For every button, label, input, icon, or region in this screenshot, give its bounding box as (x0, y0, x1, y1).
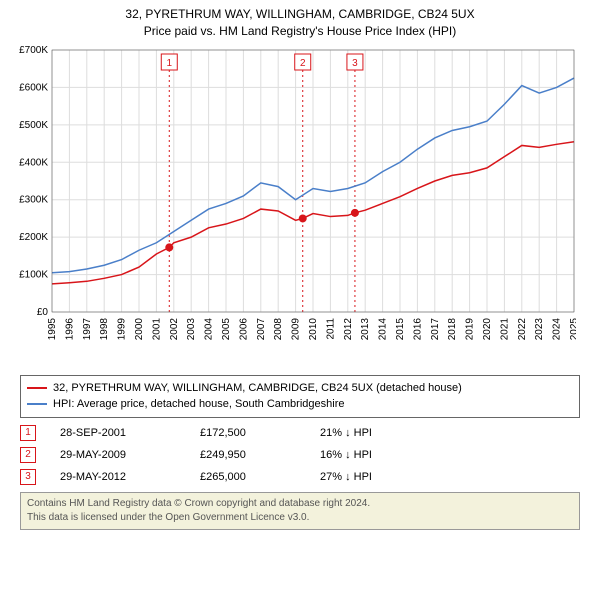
svg-text:2006: 2006 (238, 317, 249, 340)
svg-text:2024: 2024 (552, 317, 563, 340)
license-line-1: Contains HM Land Registry data © Crown c… (27, 497, 573, 511)
svg-text:2001: 2001 (151, 317, 162, 340)
title-line-2: Price paid vs. HM Land Registry's House … (6, 23, 594, 40)
svg-text:£0: £0 (37, 307, 49, 318)
svg-text:2009: 2009 (291, 317, 302, 340)
svg-text:1997: 1997 (82, 317, 93, 340)
legend-swatch (27, 387, 47, 389)
event-badge: 3 (20, 469, 36, 485)
title-block: 32, PYRETHRUM WAY, WILLINGHAM, CAMBRIDGE… (6, 6, 594, 40)
svg-text:2004: 2004 (204, 317, 215, 340)
svg-text:1999: 1999 (117, 317, 128, 340)
event-row: 1 28-SEP-2001£172,50021% ↓ HPI (20, 422, 580, 444)
line-chart-svg: £0 £100K £200K £300K £400K £500K £600K £700K 199… (6, 44, 576, 364)
license-line-2: This data is licensed under the Open Gov… (27, 511, 573, 525)
event-delta: 27% ↓ HPI (320, 471, 440, 483)
svg-text:2017: 2017 (430, 317, 441, 340)
legend-box: 32, PYRETHRUM WAY, WILLINGHAM, CAMBRIDGE… (20, 375, 580, 418)
license-notice: Contains HM Land Registry data © Crown c… (20, 492, 580, 530)
event-delta: 21% ↓ HPI (320, 427, 440, 439)
events-table: 1 28-SEP-2001£172,50021% ↓ HPI 2 29-MAY-200… (20, 422, 580, 488)
event-date: 29-MAY-2009 (60, 449, 200, 461)
svg-text:1: 1 (166, 58, 172, 69)
svg-text:2011: 2011 (325, 317, 336, 339)
event-date: 28-SEP-2001 (60, 427, 200, 439)
event-price: £249,950 (200, 449, 320, 461)
svg-text:2014: 2014 (378, 317, 389, 340)
event-price: £172,500 (200, 427, 320, 439)
svg-text:£600K: £600K (19, 82, 48, 93)
svg-text:2008: 2008 (273, 317, 284, 340)
chart-container: 32, PYRETHRUM WAY, WILLINGHAM, CAMBRIDGE… (0, 0, 600, 590)
svg-text:2000: 2000 (134, 317, 145, 340)
chart-area: £0 £100K £200K £300K £400K £500K £600K £700K 199… (6, 44, 594, 369)
svg-text:£500K: £500K (19, 119, 48, 130)
svg-text:1995: 1995 (47, 317, 58, 340)
svg-text:2025: 2025 (569, 317, 576, 340)
event-badge: 1 (20, 425, 36, 441)
svg-text:2023: 2023 (534, 317, 545, 340)
svg-text:2022: 2022 (517, 317, 528, 340)
event-delta: 16% ↓ HPI (320, 449, 440, 461)
svg-text:2021: 2021 (499, 317, 510, 340)
legend-label: 32, PYRETHRUM WAY, WILLINGHAM, CAMBRIDGE… (53, 380, 462, 397)
svg-text:3: 3 (352, 58, 358, 69)
event-row: 3 29-MAY-2012£265,00027% ↓ HPI (20, 466, 580, 488)
svg-text:2: 2 (300, 58, 306, 69)
svg-text:£700K: £700K (19, 45, 48, 56)
legend-item: 32, PYRETHRUM WAY, WILLINGHAM, CAMBRIDGE… (27, 380, 573, 397)
title-line-1: 32, PYRETHRUM WAY, WILLINGHAM, CAMBRIDGE… (6, 6, 594, 23)
svg-text:£200K: £200K (19, 232, 48, 243)
svg-text:1998: 1998 (99, 317, 110, 340)
svg-text:2020: 2020 (482, 317, 493, 340)
svg-text:2015: 2015 (395, 317, 406, 340)
event-price: £265,000 (200, 471, 320, 483)
svg-text:2012: 2012 (343, 317, 354, 340)
svg-text:2003: 2003 (186, 317, 197, 340)
svg-text:2016: 2016 (412, 317, 423, 340)
svg-text:2019: 2019 (465, 317, 476, 340)
svg-text:2005: 2005 (221, 317, 232, 340)
legend-label: HPI: Average price, detached house, Sout… (53, 396, 344, 413)
svg-text:£300K: £300K (19, 194, 48, 205)
legend-swatch (27, 403, 47, 405)
event-row: 2 29-MAY-2009£249,95016% ↓ HPI (20, 444, 580, 466)
svg-text:2018: 2018 (447, 317, 458, 340)
svg-text:2002: 2002 (169, 317, 180, 340)
svg-text:£400K: £400K (19, 157, 48, 168)
svg-text:1996: 1996 (64, 317, 75, 340)
event-badge: 2 (20, 447, 36, 463)
svg-text:£100K: £100K (19, 269, 48, 280)
event-date: 29-MAY-2012 (60, 471, 200, 483)
svg-text:2007: 2007 (256, 317, 267, 340)
legend-item: HPI: Average price, detached house, Sout… (27, 396, 573, 413)
svg-text:2010: 2010 (308, 317, 319, 340)
svg-text:2013: 2013 (360, 317, 371, 340)
